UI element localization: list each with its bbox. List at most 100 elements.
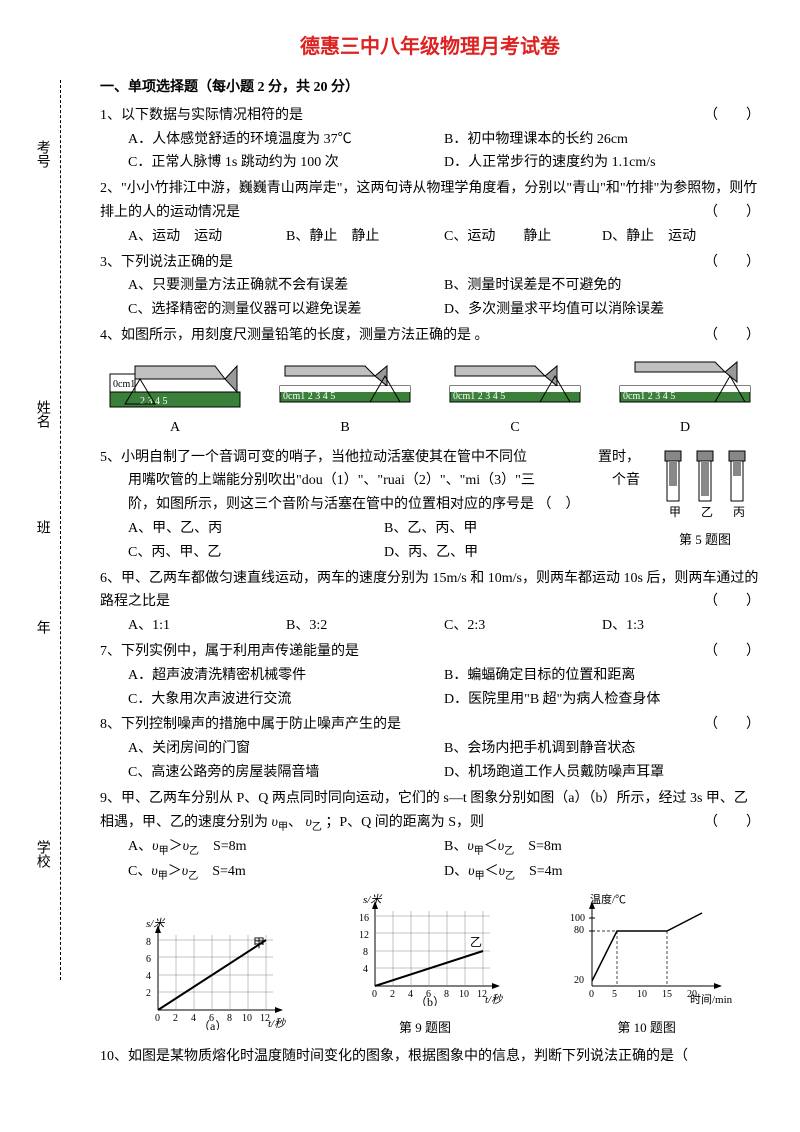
q4-figures: 0cm1 2 3 4 5 A 0cm1 2 3 4 5 B [100,354,760,440]
side-labels: 考号 姓名 班 年 学校 [30,80,70,980]
q5-opt-d: D、丙、乙、甲 [384,541,640,565]
svg-text:4: 4 [363,964,368,975]
side-xingming: 姓名 [30,400,54,428]
question-5: 甲 乙 丙 第 5 题图 5、小明自制了一个音调可变的哨子，当他拉动活塞使其在管… [100,446,760,565]
q4-text: 4、如图所示，用刻度尺测量铅笔的长度，测量方法正确的是 [100,328,471,343]
svg-text:4: 4 [191,1013,196,1024]
label-text: 学校 [35,840,50,868]
chart-c: 温度/℃ 100 80 20 0 5 10 15 20 时间/min 第 10 … [562,891,732,1039]
q2-opt-a: A、运动 运动 [128,225,286,249]
q6-options: A、1:1 B、3:2 C、2:3 D、1:3 [100,614,760,638]
ruler-c-svg: 0cm1 2 3 4 5 [445,354,585,414]
q5-opt-b: B、乙、丙、甲 [384,517,640,541]
svg-text:（b）: （b） [415,995,445,1006]
svg-text:时间/min: 时间/min [690,993,732,1006]
question-4: 4、如图所示，用刻度尺测量铅笔的长度，测量方法正确的是 （ ）。 0cm1 2 … [100,324,760,440]
q7-opt-b: B．蝙蝠确定目标的位置和距离 [444,664,760,688]
section-1-heading: 一、单项选择题（每小题 2 分，共 20 分） [100,76,760,100]
charts-row: s/米 甲 86 42 0 24 68 1012 t/秒 （a） [100,891,760,1039]
q5-line1-end: 置时， [598,446,640,470]
q1-opt-a: A．人体感觉舒适的环境温度为 37℃ [128,128,444,152]
q4-label-c: C [440,416,590,440]
q9-options: A、υ甲＞υ乙 S=8m B、υ甲＜υ乙 S=8m C、υ甲＞υ乙 S=4m D… [100,835,760,885]
q4-fig-d: 0cm1 2 3 4 5 D [610,354,760,440]
svg-text:甲: 甲 [669,505,681,519]
svg-text:甲: 甲 [253,936,265,950]
q1-opt-d: D．人正常步行的速度约为 1.1cm/s [444,151,760,175]
exam-title: 德惠三中八年级物理月考试卷 [100,30,760,64]
question-9: 9、甲、乙两车分别从 P、Q 两点同时同向运动，它们的 s—t 图象分别如图（a… [100,787,760,885]
q9-opt-b: B、υ甲＜υ乙 S=8m [444,835,760,860]
side-ban: 班 [30,520,54,534]
chart-a-svg: s/米 甲 86 42 0 24 68 1012 t/秒 （a） [128,915,288,1030]
svg-text:6: 6 [146,954,151,965]
question-8: 8、下列控制噪声的措施中属于防止噪声产生的是 （ ） A、关闭房间的门窗 B、会… [100,713,760,784]
svg-text:100: 100 [570,913,585,924]
q9-opt-d: D、υ甲＜υ乙 S=4m [444,860,760,885]
answer-blank: （ ） [704,811,760,835]
q2-opt-c: C、运动 静止 [444,225,602,249]
q8-opt-d: D、机场跑道工作人员戴防噪声耳罩 [444,761,760,785]
q5-line3: 阶，如图所示，则这三个音阶与活塞在管中的位置相对应的序号是 [100,497,534,512]
q2-text: 2、"小小竹排江中游，巍巍青山两岸走"，这两句诗从物理学角度看，分别以"青山"和… [100,181,757,220]
svg-text:0: 0 [155,1013,160,1024]
svg-text:0cm1 2 3 4 5: 0cm1 2 3 4 5 [453,391,505,402]
label-text: 班 [35,520,50,534]
q1-options: A．人体感觉舒适的环境温度为 37℃ B．初中物理课本的长约 26cm C．正常… [100,128,760,176]
question-2: 2、"小小竹排江中游，巍巍青山两岸走"，这两句诗从物理学角度看，分别以"青山"和… [100,177,760,248]
q7-text: 7、下列实例中，属于利用声传递能量的是 [100,644,359,659]
ruler-d-svg: 0cm1 2 3 4 5 [615,354,755,414]
svg-text:8: 8 [363,947,368,958]
question-7: 7、下列实例中，属于利用声传递能量的是 （ ） A．超声波清洗精密机械零件 B．… [100,640,760,711]
svg-text:0: 0 [372,989,377,1000]
q4-fig-c: 0cm1 2 3 4 5 C [440,354,590,440]
q8-options: A、关闭房间的门窗 B、会场内把手机调到静音状态 C、高速公路旁的房屋装隔音墙 … [100,737,760,785]
svg-text:2: 2 [173,1013,178,1024]
svg-text:乙: 乙 [470,935,482,949]
chart-a: s/米 甲 86 42 0 24 68 1012 t/秒 （a） [128,915,288,1039]
chart-b: s/米 乙 1612 84 0 24 68 1012 t/秒 （b） 第 9 题… [345,891,505,1039]
svg-text:80: 80 [574,925,584,936]
q5-line2-end: 个音 [612,469,640,493]
svg-text:10: 10 [459,989,469,1000]
whistle-svg: 甲 乙 丙 [655,446,755,521]
q8-opt-a: A、关闭房间的门窗 [128,737,444,761]
answer-blank: （ ） [704,104,760,128]
q2-opt-b: B、静止 静止 [286,225,444,249]
q5-line1: 5、小明自制了一个音调可变的哨子，当他拉动活塞使其在管中不同位 [100,450,527,465]
svg-text:5: 5 [612,989,617,1000]
q6-opt-b: B、3:2 [286,614,444,638]
svg-text:0cm1: 0cm1 [113,379,135,390]
answer-blank: （ ） [704,713,760,737]
svg-text:0cm1 2 3 4 5: 0cm1 2 3 4 5 [623,391,675,402]
answer-blank: （ ） [704,201,760,225]
ruler-b-svg: 0cm1 2 3 4 5 [275,354,415,414]
question-10: 10、如图是某物质熔化时温度随时间变化的图象，根据图象中的信息，判断下列说法正确… [100,1045,760,1069]
q4-label-d: D [610,416,760,440]
svg-text:8: 8 [227,1013,232,1024]
q8-text: 8、下列控制噪声的措施中属于防止噪声产生的是 [100,717,401,732]
svg-text:丙: 丙 [733,505,745,519]
svg-text:2: 2 [390,989,395,1000]
q3-opt-b: B、测量时误差是不可避免的 [444,274,760,298]
chart-b-svg: s/米 乙 1612 84 0 24 68 1012 t/秒 （b） [345,891,505,1006]
q5-opt-a: A、甲、乙、丙 [128,517,384,541]
q9-text2: ；P、Q 间的距离为 S，则 [325,815,484,830]
q4-fig-a: 0cm1 2 3 4 5 A [100,354,250,440]
side-kaohao: 考号 [30,140,54,168]
q8-opt-c: C、高速公路旁的房屋装隔音墙 [128,761,444,785]
q5-line2: 用嘴吹管的上端能分别吹出"dou（1）"、"ruai（2）"、"mi（3）"三 [100,473,535,488]
svg-text:0: 0 [589,989,594,1000]
question-1: 1、以下数据与实际情况相符的是 （ ） A．人体感觉舒适的环境温度为 37℃ B… [100,104,760,175]
question-6: 6、甲、乙两车都做匀速直线运动，两车的速度分别为 15m/s 和 10m/s，则… [100,567,760,638]
svg-text:4: 4 [408,989,413,1000]
answer-blank: （ ） [704,640,760,664]
answer-blank: （ ） [704,590,760,614]
q5-opt-c: C、丙、甲、乙 [128,541,384,565]
svg-text:10: 10 [637,989,647,1000]
q4-label-b: B [270,416,420,440]
q7-opt-a: A．超声波清洗精密机械零件 [128,664,444,688]
svg-text:16: 16 [359,913,369,924]
svg-text:s/米: s/米 [363,893,382,906]
svg-text:12: 12 [359,930,369,941]
